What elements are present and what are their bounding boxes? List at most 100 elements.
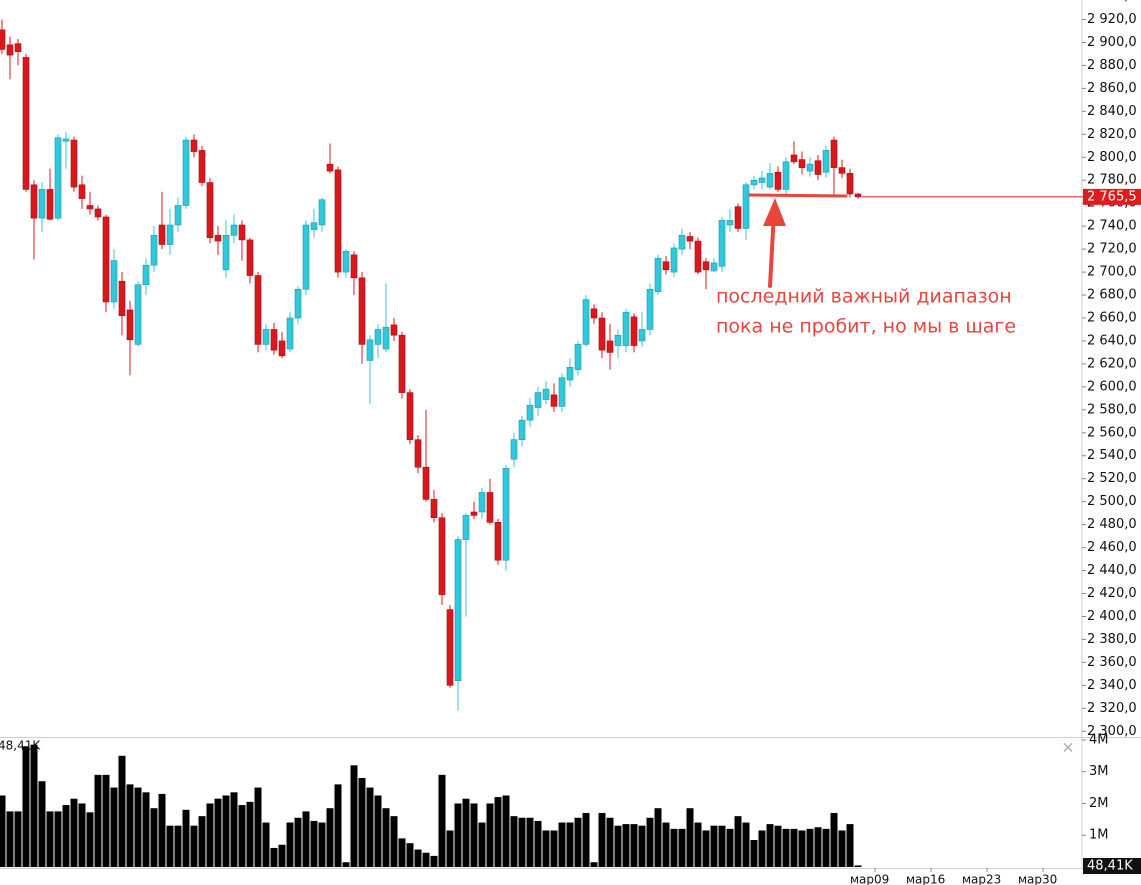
candle-body: [462, 515, 470, 540]
volume-bar: [718, 825, 726, 867]
candle-body: [390, 324, 398, 336]
volume-bar: [446, 830, 454, 867]
candle-body: [302, 224, 310, 290]
candle-body: [710, 262, 718, 272]
y-tick-label: 2 300,0: [1087, 724, 1137, 739]
volume-bar: [54, 811, 62, 867]
volume-bar: [422, 852, 430, 867]
volume-bar: [102, 774, 110, 867]
volume-bar: [318, 822, 326, 867]
candle-body: [486, 492, 494, 523]
volume-bar: [62, 805, 70, 867]
candle-body: [502, 468, 510, 561]
candle-body: [542, 388, 550, 400]
volume-bar: [590, 862, 598, 867]
volume-bar: [94, 774, 102, 867]
last-volume-tag: [1083, 858, 1141, 874]
candle-body: [534, 392, 542, 408]
candle-body: [158, 224, 166, 245]
candle-body: [518, 419, 526, 440]
candle-body: [854, 193, 862, 198]
volume-bar: [438, 774, 446, 867]
y-tick-label: 2 560,0: [1087, 425, 1137, 440]
volume-bar: [358, 778, 366, 867]
candle-body: [286, 317, 294, 350]
volume-bar: [494, 797, 502, 867]
volume-bar: [518, 817, 526, 867]
volume-bar: [654, 808, 662, 867]
y-tick-label: 2 660,0: [1087, 310, 1137, 325]
volume-bar: [798, 830, 806, 867]
volume-bar: [782, 828, 790, 867]
candle-body: [454, 539, 462, 682]
candle-body: [398, 334, 406, 393]
candle-body: [310, 222, 318, 230]
y-tick-label: 2 380,0: [1087, 632, 1137, 647]
candle-body: [0, 29, 6, 50]
y-tick-label: 2 320,0: [1087, 701, 1137, 716]
annotation-line: последний важный диапазон: [716, 286, 1012, 308]
volume-tick-label: 3M: [1089, 764, 1109, 779]
y-tick-label: 2 520,0: [1087, 471, 1137, 486]
last-price-label: 2 765,5: [1087, 189, 1137, 204]
candle-body: [694, 240, 702, 273]
candle-body: [22, 57, 30, 190]
last-volume-label: 48,41K: [1087, 859, 1133, 874]
candle-body: [350, 254, 358, 279]
candle-body: [798, 159, 806, 168]
candle-body: [790, 154, 798, 163]
volume-bar: [110, 787, 118, 867]
volume-bar: [622, 824, 630, 867]
y-tick-label: 2 500,0: [1087, 494, 1137, 509]
candle-body: [670, 247, 678, 273]
volume-bar: [694, 822, 702, 867]
volume-bar: [390, 816, 398, 867]
candle-body: [558, 377, 566, 407]
volume-bar: [582, 812, 590, 867]
candle-body: [294, 288, 302, 319]
candle-body: [334, 169, 342, 273]
volume-bar: [294, 817, 302, 867]
volume-bar: [510, 816, 518, 867]
y-tick-label: 2 820,0: [1087, 127, 1137, 142]
candle-body: [222, 235, 230, 271]
candle-body: [246, 239, 254, 276]
candle-body: [678, 235, 686, 250]
volume-bar: [598, 812, 606, 867]
volume-bar: [830, 812, 838, 867]
arrow-head: [763, 198, 786, 226]
volume-bar: [854, 865, 862, 867]
volume-bar: [246, 801, 254, 867]
volume-bar: [678, 828, 686, 867]
volume-bar: [374, 795, 382, 867]
candle-body: [830, 139, 838, 168]
candle-body: [166, 224, 174, 245]
candle-body: [494, 522, 502, 561]
y-tick-label: 2 440,0: [1087, 563, 1137, 578]
volume-bar: [6, 811, 14, 867]
volume-bar: [710, 825, 718, 867]
volume-bar: [574, 817, 582, 867]
candle-body: [254, 275, 262, 345]
candle-body: [574, 344, 582, 370]
candle-body: [126, 309, 134, 341]
volume-bar: [462, 798, 470, 867]
y-tick-label: 2 840,0: [1087, 104, 1137, 119]
volume-bar: [366, 787, 374, 867]
volume-bar: [182, 809, 190, 867]
volume-bar: [702, 830, 710, 867]
candle-body: [374, 329, 382, 345]
volume-bar: [814, 827, 822, 867]
candle-body: [86, 205, 94, 210]
y-tick-label: 2 940,0: [1087, 0, 1137, 4]
candle-body: [30, 184, 38, 219]
candle-body: [606, 340, 614, 353]
candle-body: [102, 216, 110, 303]
close-icon[interactable]: ×: [1061, 738, 1074, 757]
volume-bar: [846, 824, 854, 867]
volume-bar: [0, 795, 6, 867]
volume-bar: [270, 847, 278, 867]
y-tick-label: 2 860,0: [1087, 81, 1137, 96]
candle-body: [14, 43, 22, 52]
candle-body: [726, 220, 734, 226]
